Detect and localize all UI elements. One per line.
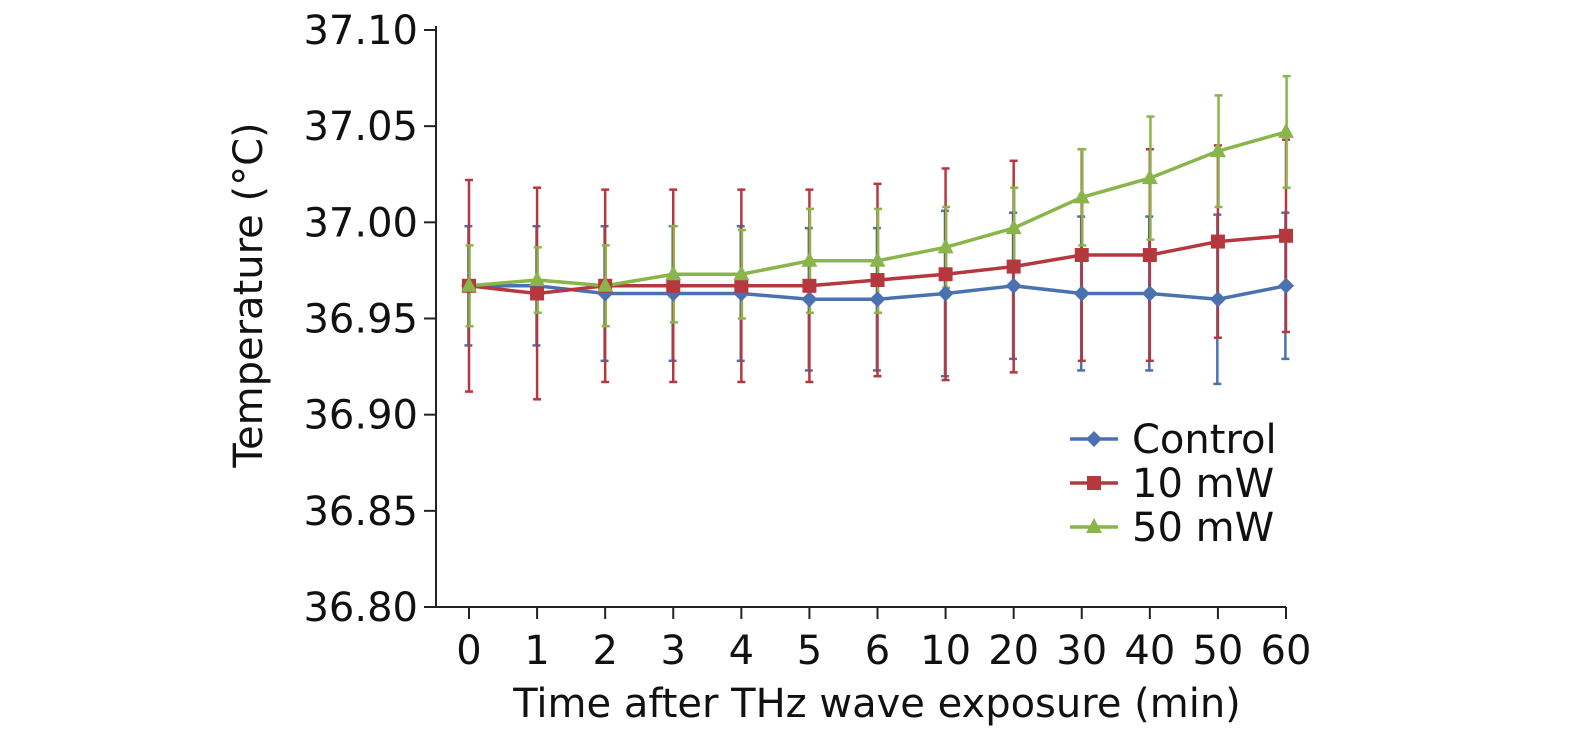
x-tick-label: 1 bbox=[524, 628, 549, 674]
data-point-10-mw bbox=[530, 286, 545, 301]
data-point-10-mw bbox=[666, 278, 681, 293]
x-tick-label: 2 bbox=[592, 628, 617, 674]
x-tick-label: 3 bbox=[661, 628, 686, 674]
data-point-control bbox=[1141, 285, 1158, 302]
data-point-10-mw bbox=[1074, 248, 1089, 263]
data-point-50-mw bbox=[597, 276, 614, 292]
data-point-50-mw bbox=[1005, 219, 1022, 235]
data-point-50-mw bbox=[461, 276, 477, 292]
data-point-50-mw bbox=[1209, 142, 1226, 158]
data-point-50-mw bbox=[869, 251, 886, 267]
series-markers bbox=[461, 122, 1294, 308]
y-tick-label: 37.05 bbox=[303, 104, 418, 150]
legend-marker-50-mw bbox=[1086, 518, 1102, 533]
data-point-10-mw bbox=[870, 273, 885, 288]
x-tick-label: 20 bbox=[988, 628, 1039, 674]
x-tick-label: 40 bbox=[1124, 628, 1175, 674]
y-tick-label: 37.10 bbox=[303, 8, 418, 54]
data-point-50-mw bbox=[1073, 188, 1090, 204]
data-point-control bbox=[1005, 277, 1022, 294]
data-point-50-mw bbox=[733, 265, 750, 281]
data-point-50-mw bbox=[1141, 169, 1158, 185]
y-axis-title: Temperature (°C) bbox=[226, 122, 272, 468]
y-tick-label: 36.85 bbox=[303, 489, 418, 535]
data-point-10-mw bbox=[802, 278, 817, 293]
data-point-50-mw bbox=[801, 251, 818, 267]
legend-marker-control bbox=[1086, 431, 1102, 447]
data-point-50-mw bbox=[529, 271, 546, 287]
legend-label-10-mw: 10 mW bbox=[1132, 461, 1274, 507]
data-point-control bbox=[869, 291, 886, 308]
data-point-control bbox=[801, 291, 818, 308]
data-point-50-mw bbox=[1278, 122, 1294, 138]
data-point-10-mw bbox=[1279, 228, 1293, 243]
x-tick-label: 10 bbox=[920, 628, 971, 674]
data-point-control bbox=[1073, 285, 1090, 302]
x-tick-label: 60 bbox=[1261, 628, 1312, 674]
x-tick-label: 5 bbox=[797, 628, 822, 674]
data-point-10-mw bbox=[938, 267, 953, 282]
x-tick-label: 30 bbox=[1056, 628, 1107, 674]
x-tick-label: 6 bbox=[865, 628, 890, 674]
data-point-50-mw bbox=[937, 238, 954, 254]
y-tick-label: 36.95 bbox=[303, 297, 418, 343]
legend-marker-10-mw bbox=[1087, 476, 1101, 490]
data-point-10-mw bbox=[1006, 259, 1021, 274]
x-tick-label: 50 bbox=[1192, 628, 1243, 674]
y-tick-label: 36.90 bbox=[303, 393, 418, 439]
data-point-10-mw bbox=[734, 278, 749, 293]
legend-label-50-mw: 50 mW bbox=[1132, 505, 1274, 551]
legend-label-control: Control bbox=[1132, 417, 1277, 463]
y-tick-label: 36.80 bbox=[303, 585, 418, 631]
y-tick-label: 37.00 bbox=[303, 200, 418, 246]
data-point-control bbox=[1278, 277, 1294, 294]
data-point-control bbox=[1209, 291, 1226, 308]
x-tick-label: 0 bbox=[456, 628, 481, 674]
error-bars bbox=[464, 74, 1291, 401]
data-point-50-mw bbox=[665, 265, 682, 281]
x-tick-label: 4 bbox=[729, 628, 754, 674]
x-axis-title: Time after THz wave exposure (min) bbox=[512, 681, 1241, 727]
data-point-10-mw bbox=[1210, 234, 1225, 249]
data-point-10-mw bbox=[1142, 248, 1157, 263]
data-point-control bbox=[937, 285, 954, 302]
